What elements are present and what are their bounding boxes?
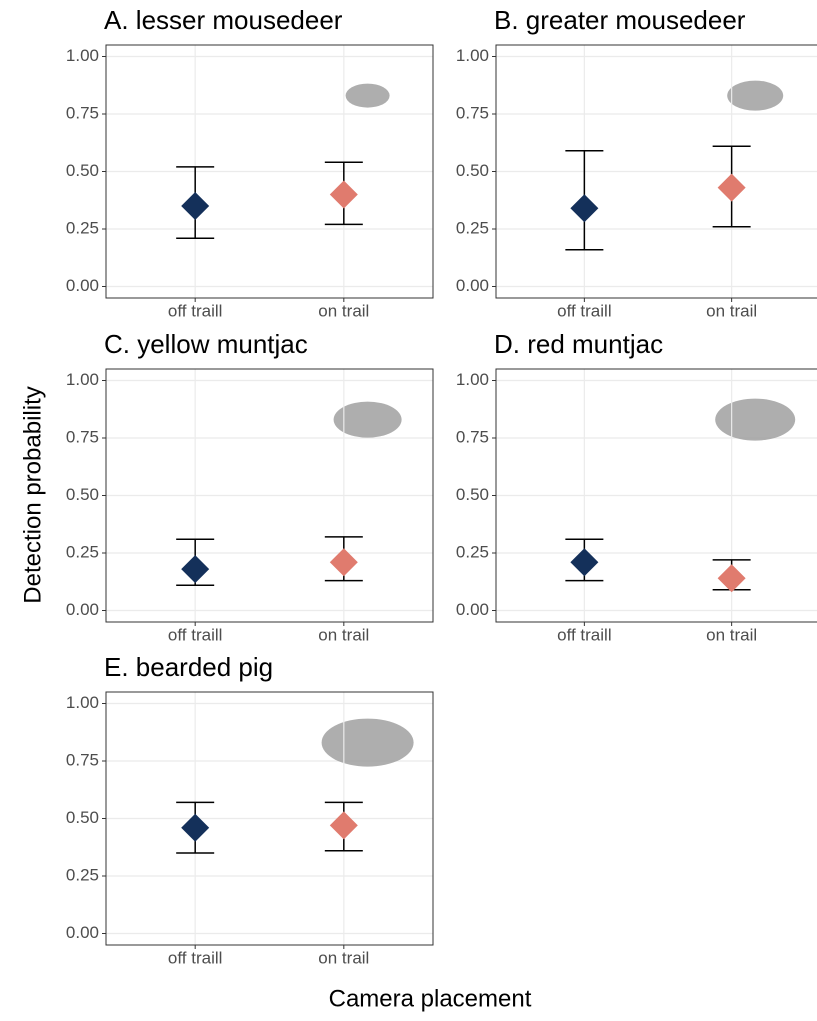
animal-image bbox=[727, 81, 783, 111]
x-tick-label: on trail bbox=[706, 625, 757, 644]
y-tick-label: 0.75 bbox=[66, 103, 99, 122]
panel-title: A. lesser mousedeer bbox=[104, 5, 343, 35]
y-tick-label: 1.00 bbox=[66, 693, 99, 712]
x-tick-label: off traill bbox=[168, 625, 223, 644]
y-tick-label: 0.00 bbox=[66, 600, 99, 619]
y-tick-label: 0.25 bbox=[66, 865, 99, 884]
x-tick-label: on trail bbox=[706, 301, 757, 320]
x-tick-label: on trail bbox=[318, 948, 369, 967]
y-tick-label: 0.50 bbox=[456, 161, 489, 180]
y-tick-label: 0.50 bbox=[66, 808, 99, 827]
panel-title: B. greater mousedeer bbox=[494, 5, 746, 35]
y-tick-label: 0.00 bbox=[456, 276, 489, 295]
animal-image bbox=[322, 719, 414, 767]
x-tick-label: off traill bbox=[557, 625, 612, 644]
y-tick-label: 0.00 bbox=[66, 923, 99, 942]
y-tick-label: 0.25 bbox=[456, 218, 489, 237]
panel-title: C. yellow muntjac bbox=[104, 329, 308, 359]
y-tick-label: 0.50 bbox=[456, 485, 489, 504]
y-tick-label: 0.50 bbox=[66, 485, 99, 504]
animal-image bbox=[346, 84, 390, 108]
y-tick-label: 0.75 bbox=[456, 427, 489, 446]
x-tick-label: on trail bbox=[318, 625, 369, 644]
x-tick-label: off traill bbox=[168, 301, 223, 320]
y-tick-label: 1.00 bbox=[456, 46, 489, 65]
y-axis-title: Detection probability bbox=[19, 386, 46, 603]
y-tick-label: 0.25 bbox=[456, 542, 489, 561]
y-tick-label: 1.00 bbox=[66, 46, 99, 65]
y-tick-label: 0.00 bbox=[66, 276, 99, 295]
animal-image bbox=[715, 399, 795, 441]
y-tick-label: 0.25 bbox=[66, 218, 99, 237]
y-tick-label: 0.50 bbox=[66, 161, 99, 180]
x-tick-label: off traill bbox=[557, 301, 612, 320]
y-tick-label: 1.00 bbox=[456, 370, 489, 389]
x-tick-label: off traill bbox=[168, 948, 223, 967]
y-tick-label: 0.75 bbox=[66, 750, 99, 769]
y-tick-label: 0.75 bbox=[456, 103, 489, 122]
panel-title: D. red muntjac bbox=[494, 329, 663, 359]
y-tick-label: 0.25 bbox=[66, 542, 99, 561]
y-tick-label: 0.75 bbox=[66, 427, 99, 446]
y-tick-label: 0.00 bbox=[456, 600, 489, 619]
x-tick-label: on trail bbox=[318, 301, 369, 320]
y-tick-label: 1.00 bbox=[66, 370, 99, 389]
panel-title: E. bearded pig bbox=[104, 652, 273, 682]
x-axis-title: Camera placement bbox=[329, 985, 532, 1012]
figure: Detection probability Camera placement A… bbox=[0, 0, 817, 1021]
